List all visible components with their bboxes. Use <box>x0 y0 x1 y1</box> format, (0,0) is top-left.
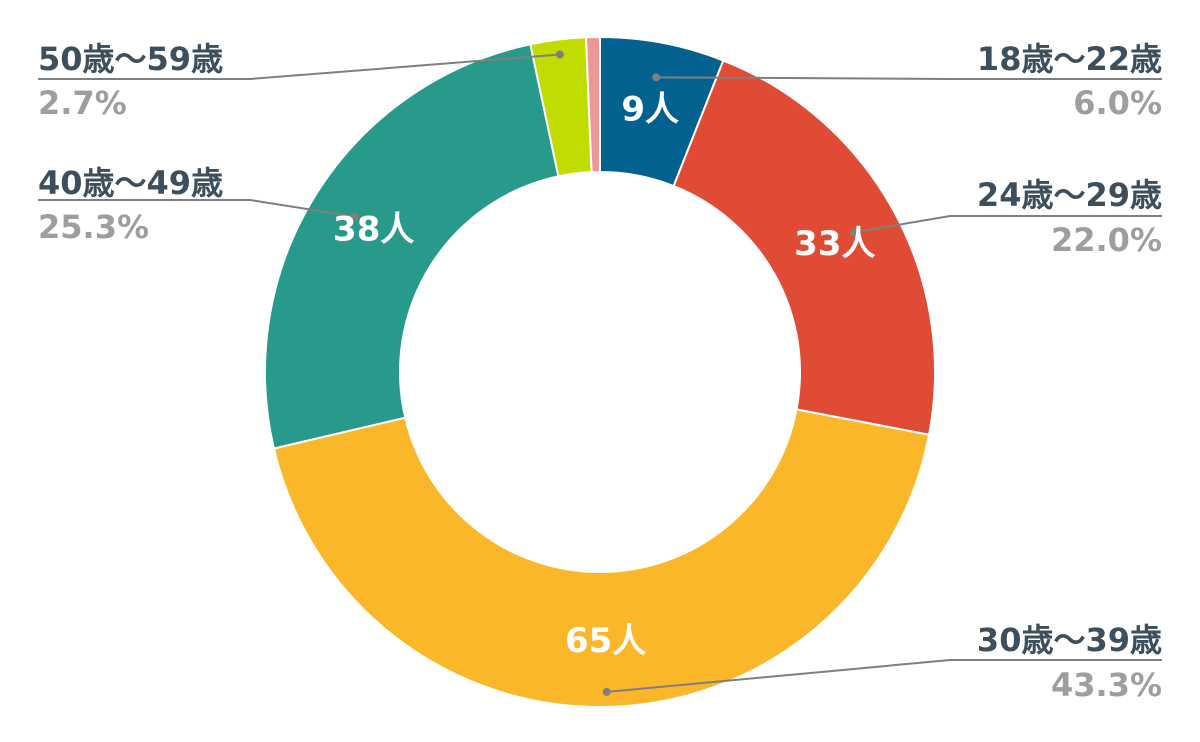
leader-line-30-39 <box>606 659 1162 693</box>
chart-slices <box>264 35 936 708</box>
category-label-30-39: 30歳〜39歳 <box>977 621 1162 659</box>
slice-other <box>584 35 601 174</box>
count-label-40-49: 38人 <box>333 209 414 249</box>
leader-line-50-59 <box>38 53 560 80</box>
leader-dot-30-39 <box>602 687 611 696</box>
leader-dot-18-22 <box>652 73 661 82</box>
category-label-24-29: 24歳〜29歳 <box>977 176 1162 214</box>
category-label-50-59: 50歳〜59歳 <box>38 40 223 78</box>
leader-dot-50-59 <box>555 50 564 59</box>
count-label-24-29: 33人 <box>794 224 875 264</box>
slice-40-49 <box>264 43 560 450</box>
percent-label-30-39: 43.3% <box>1051 666 1162 704</box>
outside-labels: 18歳〜22歳 6.0% 24歳〜29歳 22.0% 30歳〜39歳 43.3% 40歳〜4… <box>38 40 1162 704</box>
percent-label-24-29: 22.0% <box>1051 221 1162 259</box>
leader-dot-40-49 <box>351 212 360 221</box>
percent-label-50-59: 2.7% <box>38 84 127 122</box>
percent-label-18-22: 6.0% <box>1073 84 1162 122</box>
leader-line-18-22 <box>656 76 1162 80</box>
leader-line-24-29 <box>853 215 1162 234</box>
count-label-30-39: 65人 <box>565 621 646 661</box>
leader-line-40-49 <box>38 199 356 218</box>
leader-lines <box>38 50 1162 696</box>
category-label-40-49: 40歳〜49歳 <box>38 164 223 202</box>
percent-label-40-49: 25.3% <box>38 208 149 246</box>
count-labels: 9人 33人 65人 38人 <box>333 90 875 661</box>
slice-30-39 <box>272 408 931 708</box>
slice-24-29 <box>672 59 936 436</box>
count-label-18-22: 9人 <box>621 90 679 130</box>
category-label-18-22: 18歳〜22歳 <box>977 40 1162 78</box>
leader-dot-24-29 <box>850 228 859 237</box>
